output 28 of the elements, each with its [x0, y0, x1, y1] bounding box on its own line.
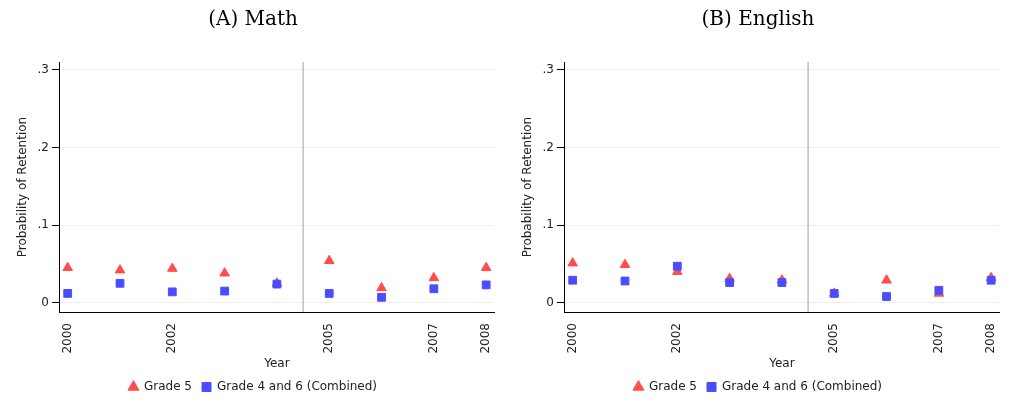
x-axis-title: Year [768, 355, 795, 370]
x-tick-label: 2008 [983, 323, 998, 354]
x-axis-title: Year [263, 355, 290, 370]
y-tick-label: .2 [37, 139, 49, 154]
y-axis-title: Probability of Retention [15, 116, 30, 258]
legend-label: Grade 5 [648, 379, 698, 394]
chart-title: (A) Math [208, 6, 298, 31]
y-tick-label: 0 [41, 294, 49, 309]
x-tick-label: 2005 [826, 323, 841, 354]
y-tick-label: .3 [542, 61, 554, 76]
x-tick-label: 2000 [564, 323, 579, 354]
x-tick-label: 2005 [321, 323, 336, 354]
legend-label: Grade 4 and 6 (Combined) [217, 379, 378, 394]
x-tick-label: 2008 [478, 323, 493, 354]
x-tick-label: 2007 [930, 323, 945, 354]
legend-label: Grade 5 [143, 379, 193, 394]
legend-label: Grade 4 and 6 (Combined) [722, 379, 883, 394]
y-tick-label: .1 [37, 217, 49, 232]
x-tick-label: 2002 [669, 323, 684, 354]
x-tick-label: 2000 [59, 323, 74, 354]
y-axis-title: Probability of Retention [520, 116, 535, 258]
chart-title: (B) English [701, 6, 815, 31]
y-tick-label: .2 [542, 139, 554, 154]
y-tick-label: 0 [546, 294, 554, 309]
x-tick-label: 2007 [425, 323, 440, 354]
x-tick-label: 2002 [164, 323, 179, 354]
y-tick-label: .3 [37, 61, 49, 76]
y-tick-label: .1 [542, 217, 554, 232]
